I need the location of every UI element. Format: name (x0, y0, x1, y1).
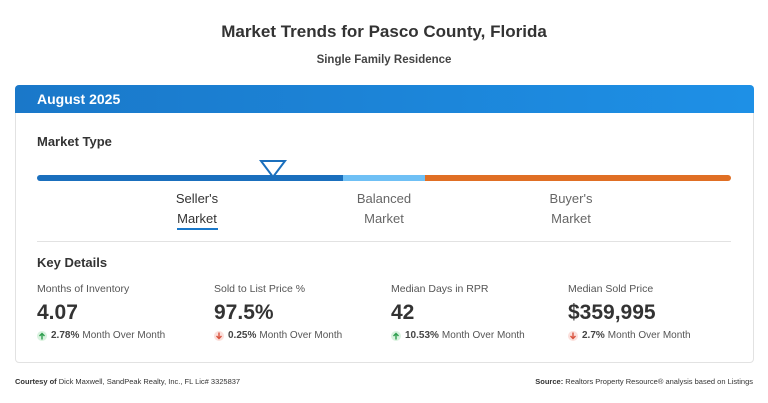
change-arrow (214, 330, 224, 341)
bar-balanced (343, 175, 425, 181)
metric-value: 97.5% (214, 301, 274, 324)
divider (37, 241, 731, 242)
change-arrow (568, 330, 578, 341)
change-label: Month Over Month (259, 330, 343, 341)
metric-change: 10.53% Month Over Month (391, 330, 525, 341)
period: August 2025 (37, 91, 121, 107)
market-type-heading: Market Type (37, 134, 112, 149)
change-label: Month Over Month (82, 330, 166, 341)
change-value: 2.7% (582, 330, 605, 341)
option-buyer: Buyer's Market (550, 189, 593, 229)
change-arrow (391, 330, 401, 341)
option-line: Market (551, 211, 591, 226)
metric-value: 4.07 (37, 301, 78, 324)
option-line: Buyer's (549, 191, 593, 206)
metric-label: Months of Inventory (37, 283, 130, 295)
source: Source: Realtors Property Resource® anal… (535, 377, 753, 386)
change-label: Month Over Month (607, 330, 691, 341)
source-label: Source: (535, 377, 564, 386)
change-value: 2.78% (51, 330, 80, 341)
metric-label: Median Days in RPR (391, 283, 489, 295)
bar-buyer (425, 175, 731, 181)
metric-value: 42 (391, 301, 415, 324)
metric-label: Sold to List Price % (214, 283, 306, 295)
courtesy: Courtesy of Dick Maxwell, SandPeak Realt… (15, 377, 240, 386)
metric-change: 0.25% Month Over Month (214, 330, 342, 341)
change-label: Month Over Month (441, 330, 525, 341)
option-seller: Seller's Market (176, 189, 218, 229)
courtesy-label: Courtesy of (15, 377, 57, 386)
option-balanced: Balanced Market (357, 189, 411, 229)
metric-label: Median Sold Price (568, 283, 654, 295)
option-line: Market (364, 211, 404, 226)
subtitle: Single Family Residence (316, 54, 452, 66)
title: Market Trends for Pasco County, Florida (221, 22, 547, 41)
marker (259, 160, 287, 179)
bar-seller (37, 175, 343, 181)
card-header (15, 85, 754, 113)
key-details-heading: Key Details (37, 255, 108, 270)
metric-change: 2.78% Month Over Month (37, 330, 165, 341)
metric-value: $359,995 (568, 301, 656, 324)
source-text: Realtors Property Resource® analysis bas… (565, 377, 753, 386)
option-line: Seller's (175, 191, 219, 206)
metric-change: 2.7% Month Over Month (568, 330, 691, 341)
courtesy-text: Dick Maxwell, SandPeak Realty, Inc., FL … (58, 377, 241, 386)
option-line: Market (177, 211, 217, 226)
change-arrow (37, 330, 47, 341)
option-line: Balanced (356, 191, 412, 206)
change-value: 0.25% (228, 330, 257, 341)
change-value: 10.53% (405, 330, 439, 341)
selected-underline (177, 228, 218, 230)
